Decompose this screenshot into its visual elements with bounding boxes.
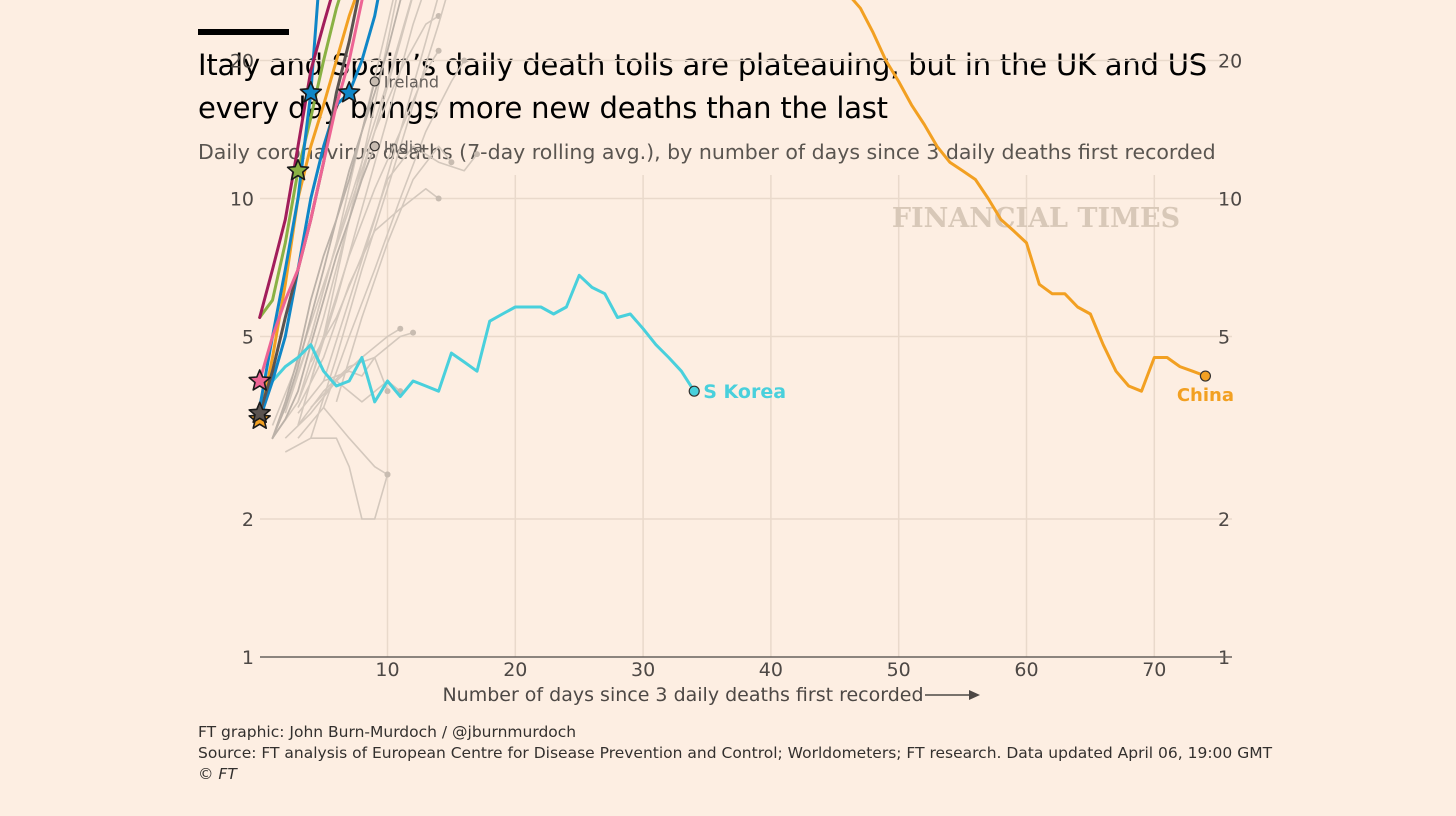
- background-country-line: [297, 406, 388, 476]
- series-label-china: China: [1177, 385, 1234, 406]
- start-star-marker: [337, 81, 361, 103]
- x-tick-label: 40: [759, 659, 783, 681]
- series-end-dot-ireland: [369, 76, 380, 87]
- series-end-dot-india: [369, 141, 380, 152]
- background-country-end-dot: [461, 57, 468, 64]
- start-star-marker: [248, 369, 272, 391]
- background-country-line: [322, 0, 439, 382]
- y-tick-label-right: 2: [1218, 509, 1230, 531]
- y-tick-label-right: 20: [1218, 50, 1242, 72]
- background-country-line: [335, 145, 453, 403]
- start-star-marker: [286, 158, 310, 181]
- grid-lines: [260, 59, 1232, 657]
- series-line-us: [258, 0, 364, 383]
- background-country-end-dot: [435, 47, 442, 54]
- background-country-line: [297, 356, 389, 414]
- background-country-line: [284, 437, 389, 520]
- series-line-ireland: [271, 80, 376, 440]
- background-country-line: [310, 0, 423, 382]
- chart-title: Italy and Spain’s daily death tolls are …: [198, 48, 1208, 125]
- start-star-marker: [248, 401, 272, 424]
- footer-copyright: © FT: [198, 765, 237, 783]
- background-country-end-dot: [473, 151, 480, 158]
- background-country-end-dot: [448, 159, 455, 166]
- series-markers: [248, 76, 1212, 430]
- y-tick-label-left: 1: [242, 647, 254, 669]
- x-tick-label: 50: [887, 659, 911, 681]
- x-axis-arrow: [925, 690, 980, 700]
- series-labels: IranCanadaIrelandIndiaChinaS KoreaFrance…: [384, 72, 1234, 406]
- background-country-line: [284, 0, 394, 414]
- series-label-india: India: [384, 137, 423, 156]
- series-label-ireland: Ireland: [384, 72, 439, 91]
- y-tick-label-right: 1: [1218, 647, 1230, 669]
- series-line-canada: [271, 0, 402, 440]
- x-axis-label: Number of days since 3 daily deaths firs…: [442, 684, 923, 706]
- series-line-italy: [258, 0, 360, 415]
- y-tick-label-left: 10: [230, 189, 254, 211]
- start-star-marker: [299, 81, 323, 103]
- background-country-line: [271, 50, 440, 439]
- background-country-line: [284, 328, 401, 439]
- series-end-dot-china: [1199, 370, 1212, 382]
- background-country-end-dot: [435, 195, 442, 202]
- background-country-end-dot: [384, 388, 391, 395]
- x-tick-label: 20: [503, 659, 527, 681]
- ft-top-rule: [198, 29, 289, 35]
- background-country-lines: [271, 0, 480, 520]
- y-tick-label-left: 20: [230, 50, 254, 72]
- series-line-india: [271, 145, 376, 440]
- series-line-france: [258, 0, 380, 421]
- y-tick-label-left: 5: [242, 327, 254, 349]
- y-tick-label-right: 5: [1218, 327, 1230, 349]
- background-country-line: [297, 0, 413, 403]
- y-tick-label-right: 10: [1218, 189, 1242, 211]
- background-country-line: [310, 145, 478, 363]
- footer-source: Source: FT analysis of European Centre f…: [198, 744, 1273, 762]
- axes: 1020304050607011225510102020505010010020…: [230, 50, 1242, 681]
- background-country-line: [310, 0, 447, 439]
- background-country-end-dot: [384, 471, 391, 478]
- series-end-dot-s-korea: [688, 385, 700, 397]
- footer: FT graphic: John Burn-Murdoch / @jburnmu…: [198, 722, 1272, 785]
- x-tick-label: 30: [631, 659, 655, 681]
- background-country-end-dot: [397, 325, 404, 332]
- background-country-line: [322, 60, 465, 408]
- background-country-end-dot: [410, 329, 417, 336]
- y-tick-label-left: 2: [242, 509, 254, 531]
- series-line-china: [258, 0, 1207, 421]
- footer-credit: FT graphic: John Burn-Murdoch / @jburnmu…: [198, 723, 577, 741]
- background-country-line: [297, 0, 397, 426]
- x-tick-label: 60: [1014, 659, 1038, 681]
- x-tick-label: 10: [375, 659, 399, 681]
- x-tick-label: 70: [1142, 659, 1166, 681]
- watermark: FINANCIAL TIMES: [892, 203, 1180, 234]
- series-line-s-korea: [258, 273, 696, 409]
- series-label-s-korea: S Korea: [703, 381, 786, 403]
